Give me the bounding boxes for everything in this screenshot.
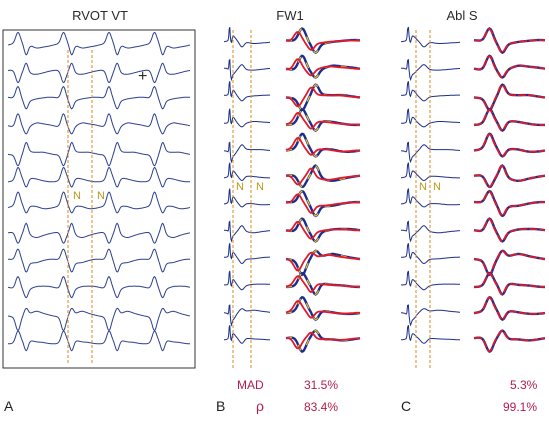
panel-b-overlap-lead-2: [285, 55, 361, 79]
panel-c-paced-lead-7: [473, 190, 545, 217]
panel-b-paced-lead-9: [285, 251, 360, 272]
panel-a-lead-3: [8, 85, 191, 110]
panel-b-paced-lead-7: [286, 193, 360, 214]
panel-b-trace-lead-10: [224, 270, 271, 291]
panel-b-trace-lead-2: [223, 58, 271, 82]
panel-c-paced-lead-11: [473, 296, 546, 321]
n-marker-c2: N: [433, 181, 441, 193]
abls-mad-value: 5.3%: [510, 378, 538, 392]
panel-a-traces: [7, 31, 191, 352]
panel-b-paced-lead-1: [286, 31, 360, 51]
panel-c-trace-lead-9: [401, 243, 460, 265]
panel-c-ref-lead-8: [473, 217, 546, 243]
panel-b-paced-lead-10: [285, 275, 360, 293]
fw1-rho-value: 83.4%: [304, 400, 339, 414]
panel-c-title: Abl S: [446, 8, 478, 23]
panel-b-trace-lead-6: [224, 162, 270, 182]
panel-a-frame: [2, 29, 196, 369]
panel-c-traces: [400, 26, 546, 354]
panel-b-trace-lead-12: [224, 325, 271, 344]
panel-a-lead-10: [7, 275, 191, 299]
panel-a-lead-1: [7, 31, 191, 56]
panel-b-trace-lead-11: [223, 304, 270, 327]
panel-b-overlap-lead-11: [285, 296, 361, 321]
panel-b-paced-lead-3: [285, 86, 360, 108]
n-marker-a1: N: [73, 190, 81, 202]
panel-c-paced-lead-8: [473, 217, 546, 242]
panel-b-traces: [223, 26, 361, 353]
panel-c-ref-lead-9: [473, 249, 546, 277]
panel-b-trace-lead-4: [223, 108, 271, 128]
panel-b-overlap-lead-10: [286, 272, 361, 296]
panel-a-lead-5: [7, 141, 191, 167]
panel-a-lead-7: [7, 191, 191, 214]
panel-b-trace-lead-7: [223, 188, 271, 208]
panel-a-lead-9: [7, 248, 190, 273]
n-marker-a2: N: [97, 190, 105, 202]
panel-c-trace-lead-2: [400, 58, 461, 82]
panel-c-trace-lead-7: [400, 188, 461, 208]
panel-b-paced-lead-11: [285, 300, 360, 319]
panel-c-ref-lead-5: [473, 132, 546, 158]
panel-b-paced-lead-4: [285, 111, 360, 130]
n-marker-b1: N: [236, 181, 244, 193]
panel-a-lead-6: [8, 166, 191, 188]
panel-c-ref-lead-4: [473, 108, 545, 132]
panel-c-paced-lead-1: [473, 27, 546, 54]
panel-c-trace-lead-12: [401, 325, 461, 344]
n-marker-b2: N: [256, 181, 264, 193]
panel-b-trace-lead-1: [223, 26, 270, 48]
panel-c-paced-lead-10: [474, 272, 545, 295]
panel-c-ref-lead-3: [473, 83, 546, 112]
panel-c-ref-lead-11: [473, 295, 546, 321]
panel-b-overlap-lead-5: [285, 133, 361, 158]
panel-c-paced-lead-3: [473, 83, 545, 111]
panel-c-paced-lead-4: [473, 108, 546, 132]
mad-label: MAD: [237, 378, 264, 392]
n-guide-lines: [67, 30, 431, 370]
panel-c-paced-lead-5: [473, 133, 546, 158]
panel-c-trace-lead-5: [400, 141, 461, 164]
panel-c-paced-lead-6: [473, 165, 545, 188]
panel-letter-b: B: [216, 398, 226, 414]
panel-letter-a: A: [4, 398, 14, 414]
panel-a-lead-8: [7, 222, 191, 244]
panel-b-paced-lead-12: [286, 331, 360, 350]
panel-c-paced-lead-2: [473, 55, 546, 79]
panel-b-title: FW1: [276, 8, 304, 23]
panel-b-paced-lead-5: [285, 136, 360, 156]
panel-b-trace-lead-9: [224, 243, 270, 265]
panel-a-title: RVOT VT: [72, 8, 128, 23]
panel-c-ref-lead-12: [473, 329, 546, 354]
panel-b-trace-lead-8: [224, 220, 271, 243]
panel-b-overlap-lead-4: [285, 108, 360, 132]
panel-a-lead-12: [8, 330, 190, 352]
plus-marker: +: [138, 68, 148, 85]
panel-c-paced-lead-9: [473, 250, 546, 276]
abls-rho-value: 99.1%: [503, 400, 538, 414]
panel-letter-c: C: [401, 398, 412, 414]
panel-c-paced-lead-12: [473, 329, 546, 353]
panel-a-lead-4: [7, 113, 191, 135]
panel-b-overlap-lead-9: [285, 250, 361, 276]
panel-b-paced-lead-6: [285, 167, 360, 186]
panel-b-paced-lead-2: [286, 58, 360, 77]
n-marker-c1: N: [419, 181, 427, 193]
panel-b-paced-lead-8: [286, 221, 360, 240]
panel-c-ref-lead-6: [473, 164, 546, 189]
rho-label: ρ: [256, 398, 264, 414]
panel-b-trace-lead-3: [224, 81, 270, 102]
panel-b-trace-lead-5: [223, 141, 271, 164]
panel-a-lead-2: [7, 62, 191, 84]
fw1-mad-value: 31.5%: [304, 378, 339, 392]
panel-a-lead-11: [7, 307, 191, 332]
